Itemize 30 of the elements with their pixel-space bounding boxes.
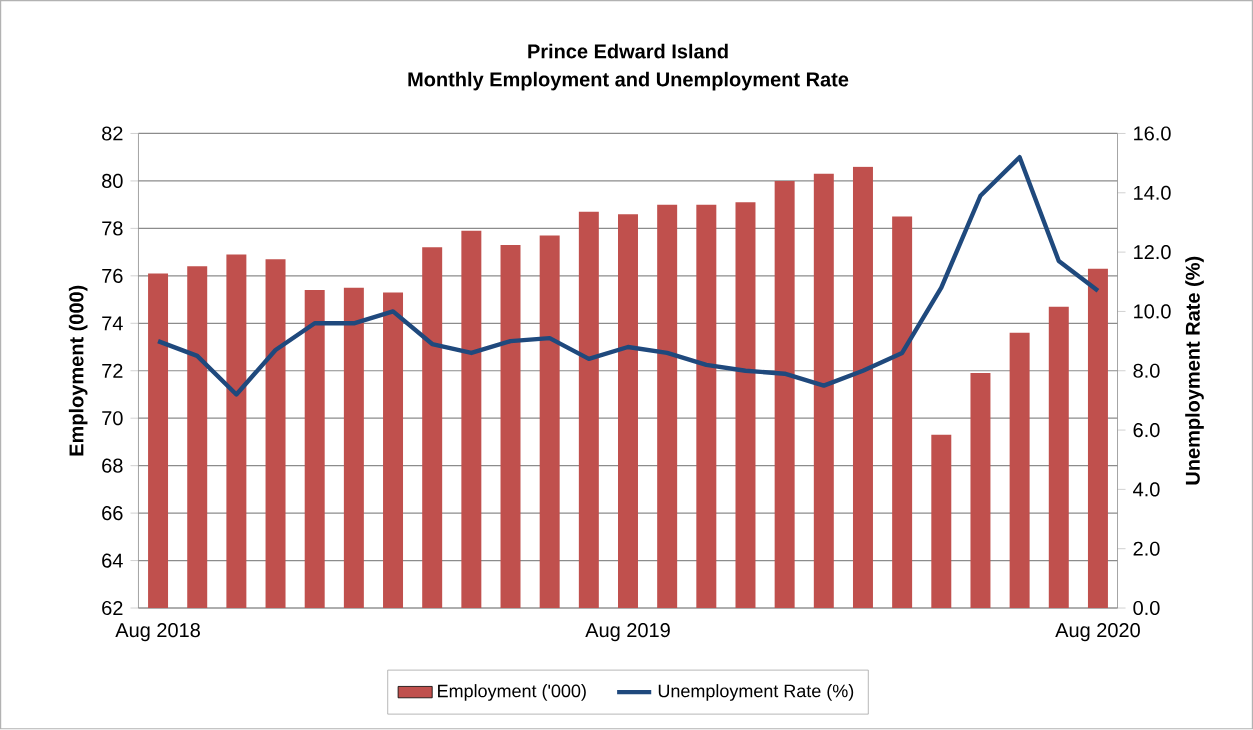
y2-tick-label: 6.0 [1133,423,1160,438]
x-tick-label: Aug 2020 [1055,623,1140,642]
y-tick-label: 70 [102,411,123,426]
y-tick-label: 74 [102,316,123,331]
y2-axis-title: Unemployment Rate (%) [1185,257,1204,485]
legend-label: Employment ('000) [438,684,586,702]
x-tick-label: Aug 2018 [115,623,200,642]
y-tick-label: 72 [102,364,123,378]
y2-tick-label: 2.0 [1133,541,1160,557]
y-tick-label: 68 [102,458,123,473]
y-tick-label: 66 [102,506,123,521]
y2-tick-label: 16.0 [1134,126,1171,141]
y2-tick-label: 10.0 [1134,304,1171,319]
y-tick-label: 76 [102,269,123,284]
y2-tick-label: 12.0 [1134,245,1171,260]
y2-tick-label: 0.0 [1133,601,1160,616]
y-tick-label: 78 [102,221,123,236]
y2-tick-label: 4.0 [1133,482,1160,497]
y2-tick-label: 8.0 [1133,363,1160,379]
y-tick-label: 64 [102,553,123,568]
y-tick-label: 82 [102,126,123,141]
y-tick-label: 62 [102,601,123,616]
x-tick-label: Aug 2019 [585,623,670,642]
y-axis-title: Employment (000) [68,285,88,456]
chart-title: Prince Edward Island [528,44,728,59]
y-tick-label: 80 [102,174,123,189]
chart-subtitle: Monthly Employment and Unemployment Rate [408,72,849,91]
line-series [155,155,1101,397]
legend-label: Unemployment Rate (%) [658,684,854,702]
y2-tick-label: 14.0 [1134,185,1171,201]
